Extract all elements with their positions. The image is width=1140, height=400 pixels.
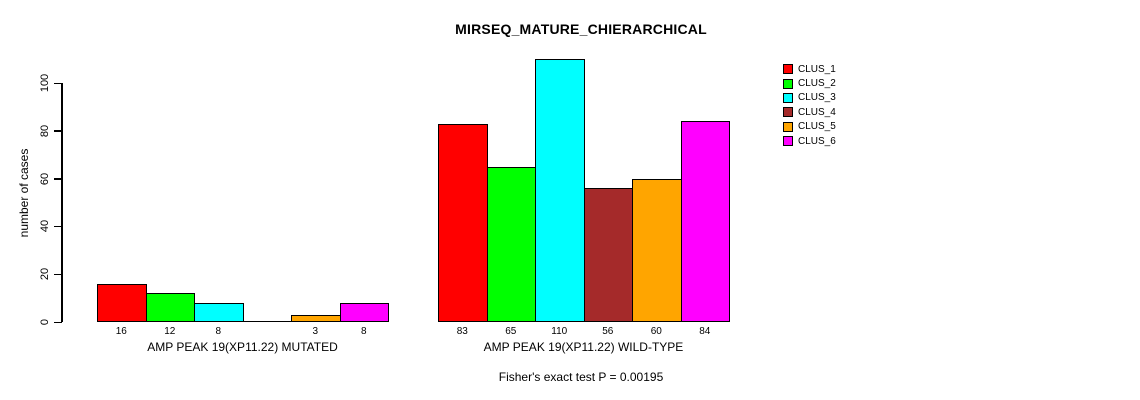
y-tick: [54, 321, 62, 323]
fisher-test-footnote: Fisher's exact test P = 0.00195: [498, 370, 664, 384]
bar-clus_1-group1: [97, 283, 147, 322]
bar-clus_5-group2: [632, 178, 682, 322]
y-tick: [54, 82, 62, 84]
bar-clus_3-group1: [194, 302, 244, 322]
y-tick: [54, 225, 62, 228]
legend-item-clus_4: CLUS_4: [783, 105, 836, 119]
bar-clus_2-group2: [486, 166, 536, 322]
y-tick-label: 20: [39, 268, 51, 281]
bar-value-label: 8: [360, 326, 367, 337]
legend-swatch-icon: [783, 121, 793, 132]
legend-label: CLUS_6: [798, 135, 836, 147]
bar-clus_3-group2: [535, 59, 585, 322]
legend-label: CLUS_1: [798, 63, 836, 75]
y-tick-label: 60: [39, 172, 51, 185]
y-tick-label: 40: [39, 220, 51, 233]
y-tick-label: 100: [39, 73, 51, 93]
y-tick: [54, 130, 62, 132]
legend-item-clus_1: CLUS_1: [783, 62, 836, 76]
bar-value-label: 65: [505, 326, 517, 337]
bar-value-label: 8: [215, 326, 222, 337]
bar-value-label: 83: [456, 326, 468, 337]
legend-item-clus_2: CLUS_2: [783, 76, 836, 90]
bar-clus_5-group1: [291, 314, 341, 322]
y-tick-label: 0: [39, 318, 51, 326]
bar-clus_6-group2: [680, 121, 730, 322]
y-tick: [54, 178, 62, 180]
legend-swatch-icon: [783, 136, 793, 147]
bar-clus_6-group1: [339, 302, 389, 322]
legend-item-clus_5: CLUS_5: [783, 120, 836, 134]
legend-label: CLUS_5: [798, 121, 836, 133]
bar-value-label: 60: [650, 326, 662, 337]
bar-clus_1-group2: [438, 123, 488, 322]
legend-label: CLUS_2: [798, 78, 836, 90]
group-label: AMP PEAK 19(XP11.22) MUTATED: [147, 340, 338, 354]
legend-swatch-icon: [783, 78, 793, 89]
y-tick: [54, 273, 62, 276]
bar-value-label: 84: [699, 326, 711, 337]
legend-item-clus_6: CLUS_6: [783, 134, 836, 148]
legend-swatch-icon: [783, 92, 793, 103]
chart-title: MIRSEQ_MATURE_CHIERARCHICAL: [455, 21, 707, 37]
bar-value-label: 12: [164, 326, 176, 337]
legend: CLUS_1 CLUS_2 CLUS_3 CLUS_4 CLUS_5 CLUS_6: [783, 62, 836, 148]
group-label: AMP PEAK 19(XP11.22) WILD-TYPE: [483, 340, 684, 354]
legend-label: CLUS_4: [798, 106, 836, 118]
bar-clus_2-group1: [145, 293, 195, 322]
bar-clus_4-group2: [583, 188, 633, 322]
y-axis-label: number of cases: [17, 148, 31, 238]
bar-value-label: 3: [312, 326, 319, 337]
legend-swatch-icon: [783, 64, 793, 75]
y-tick-label: 80: [39, 124, 51, 137]
bar-value-label: 110: [551, 326, 568, 337]
bar-value-label: 16: [115, 326, 127, 337]
legend-item-clus_3: CLUS_3: [783, 91, 836, 105]
y-axis-line: [61, 83, 63, 322]
bar-value-label: 56: [602, 326, 614, 337]
legend-swatch-icon: [783, 107, 793, 118]
legend-label: CLUS_3: [798, 92, 836, 104]
